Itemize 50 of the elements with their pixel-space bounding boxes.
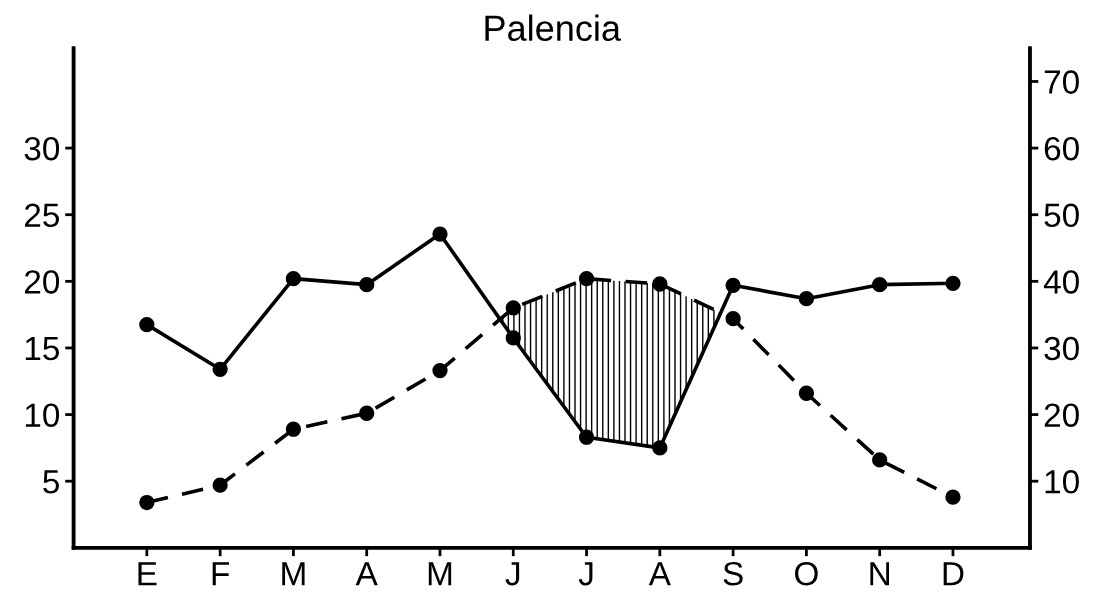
point [139,494,155,511]
y-tick-label: 5 [43,470,59,494]
y-tick-label: 10 [25,403,60,427]
y-tick-label: 20 [24,270,60,294]
chart-title: Palencia [485,14,622,42]
y2-tick-label: 70 [1044,70,1079,94]
point [725,277,741,293]
point [285,421,302,437]
point [872,452,888,468]
y2-tick-label: 20 [1044,403,1079,427]
x-tick-label: J [505,562,520,586]
point [652,440,668,456]
point [578,429,595,445]
point [432,226,448,242]
point [285,271,302,287]
point [359,405,375,421]
x-tick-label: F [212,562,229,586]
x-tick-label: A [355,562,378,586]
y2-tick-label: 60 [1044,136,1079,161]
x-tick-label: S [723,561,743,586]
point [798,385,815,401]
y2-tick-label: 10 [1045,470,1079,494]
point [212,477,228,493]
point [432,362,448,379]
point [945,275,961,291]
x-tick-label: D [943,562,964,586]
point [945,489,961,505]
point [505,330,521,346]
y-tick-label: 30 [24,136,60,161]
y2-tick-label: 30 [1044,336,1079,361]
point [725,311,741,327]
y-tick-label: 15 [25,337,59,361]
point [578,271,595,287]
x-tick-label: N [870,562,890,586]
x-tick-label: E [138,562,157,586]
y2-tick-label: 40 [1043,270,1079,294]
point [212,361,228,377]
y-tick-label: 25 [24,203,59,228]
y2-tick-label: 50 [1044,203,1079,228]
point [359,277,375,293]
point [652,276,668,292]
point [139,316,155,333]
point [798,291,815,307]
x-tick-label: A [648,562,671,586]
x-tick-label: M [428,562,452,586]
point [872,277,888,293]
x-tick-label: J [578,562,593,586]
x-tick-label: M [282,562,305,586]
point [505,300,521,316]
x-tick-label: O [795,561,818,586]
